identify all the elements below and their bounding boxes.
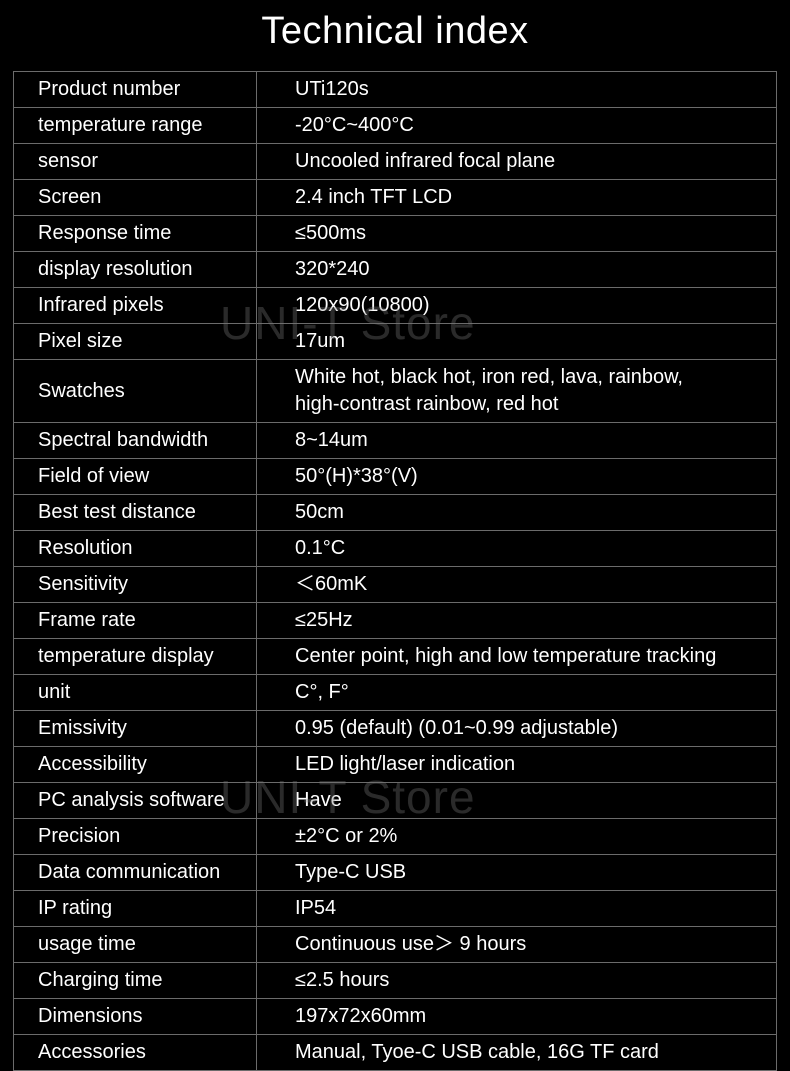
- spec-value: Manual, Tyoe-C USB cable, 16G TF card: [257, 1035, 777, 1071]
- spec-value: Have: [257, 783, 777, 819]
- table-row: temperature displayCenter point, high an…: [14, 639, 777, 675]
- spec-label: temperature display: [14, 639, 257, 675]
- spec-label: Data communication: [14, 855, 257, 891]
- spec-label: Response time: [14, 216, 257, 252]
- spec-label: Spectral bandwidth: [14, 423, 257, 459]
- spec-value: 8~14um: [257, 423, 777, 459]
- table-row: usage timeContinuous use＞ 9 hours: [14, 927, 777, 963]
- table-row: IP ratingIP54: [14, 891, 777, 927]
- spec-value: White hot, black hot, iron red, lava, ra…: [257, 360, 777, 423]
- spec-label: Sensitivity: [14, 567, 257, 603]
- spec-value: LED light/laser indication: [257, 747, 777, 783]
- spec-value: Center point, high and low temperature t…: [257, 639, 777, 675]
- table-row: Pixel size17um: [14, 324, 777, 360]
- spec-value: 320*240: [257, 252, 777, 288]
- spec-label: Frame rate: [14, 603, 257, 639]
- spec-label: Emissivity: [14, 711, 257, 747]
- table-row: Response time≤500ms: [14, 216, 777, 252]
- spec-label: display resolution: [14, 252, 257, 288]
- spec-value: Uncooled infrared focal plane: [257, 144, 777, 180]
- table-row: Spectral bandwidth8~14um: [14, 423, 777, 459]
- spec-value: 0.95 (default) (0.01~0.99 adjustable): [257, 711, 777, 747]
- table-row: Resolution0.1°C: [14, 531, 777, 567]
- spec-value: 197x72x60mm: [257, 999, 777, 1035]
- table-row: Field of view50°(H)*38°(V): [14, 459, 777, 495]
- table-row: Data communicationType-C USB: [14, 855, 777, 891]
- spec-table-body: Product numberUTi120stemperature range-2…: [14, 72, 777, 1071]
- table-row: Sensitivity＜60mK: [14, 567, 777, 603]
- spec-label: PC analysis software: [14, 783, 257, 819]
- table-row: AccessibilityLED light/laser indication: [14, 747, 777, 783]
- spec-value: 50°(H)*38°(V): [257, 459, 777, 495]
- spec-value: 0.1°C: [257, 531, 777, 567]
- spec-label: Product number: [14, 72, 257, 108]
- table-row: Product numberUTi120s: [14, 72, 777, 108]
- spec-label: Infrared pixels: [14, 288, 257, 324]
- table-row: AccessoriesManual, Tyoe-C USB cable, 16G…: [14, 1035, 777, 1071]
- table-row: Precision±2°C or 2%: [14, 819, 777, 855]
- spec-label: Accessibility: [14, 747, 257, 783]
- spec-label: IP rating: [14, 891, 257, 927]
- spec-label: Swatches: [14, 360, 257, 423]
- spec-value: ≤25Hz: [257, 603, 777, 639]
- table-row: Infrared pixels120x90(10800): [14, 288, 777, 324]
- spec-label: temperature range: [14, 108, 257, 144]
- spec-label: Charging time: [14, 963, 257, 999]
- spec-table: Product numberUTi120stemperature range-2…: [13, 71, 777, 1071]
- spec-label: Dimensions: [14, 999, 257, 1035]
- table-row: Best test distance50cm: [14, 495, 777, 531]
- spec-value: -20°C~400°C: [257, 108, 777, 144]
- spec-value: 2.4 inch TFT LCD: [257, 180, 777, 216]
- spec-label: usage time: [14, 927, 257, 963]
- table-row: Screen2.4 inch TFT LCD: [14, 180, 777, 216]
- spec-value: ±2°C or 2%: [257, 819, 777, 855]
- table-row: Charging time≤2.5 hours: [14, 963, 777, 999]
- page-title: Technical index: [0, 0, 790, 71]
- table-row: unitC°, F°: [14, 675, 777, 711]
- table-row: sensorUncooled infrared focal plane: [14, 144, 777, 180]
- table-row: Emissivity0.95 (default) (0.01~0.99 adju…: [14, 711, 777, 747]
- table-row: PC analysis softwareHave: [14, 783, 777, 819]
- spec-value: UTi120s: [257, 72, 777, 108]
- spec-value: 120x90(10800): [257, 288, 777, 324]
- spec-label: Field of view: [14, 459, 257, 495]
- table-row: SwatchesWhite hot, black hot, iron red, …: [14, 360, 777, 423]
- spec-label: Resolution: [14, 531, 257, 567]
- spec-label: Pixel size: [14, 324, 257, 360]
- table-row: Dimensions197x72x60mm: [14, 999, 777, 1035]
- spec-value: ＜60mK: [257, 567, 777, 603]
- spec-value: ≤500ms: [257, 216, 777, 252]
- spec-value: C°, F°: [257, 675, 777, 711]
- spec-label: Best test distance: [14, 495, 257, 531]
- spec-value: ≤2.5 hours: [257, 963, 777, 999]
- spec-value: 17um: [257, 324, 777, 360]
- table-row: display resolution320*240: [14, 252, 777, 288]
- table-row: Frame rate≤25Hz: [14, 603, 777, 639]
- spec-label: Accessories: [14, 1035, 257, 1071]
- spec-label: Precision: [14, 819, 257, 855]
- spec-label: unit: [14, 675, 257, 711]
- spec-label: Screen: [14, 180, 257, 216]
- spec-value: Type-C USB: [257, 855, 777, 891]
- spec-value: IP54: [257, 891, 777, 927]
- spec-value: Continuous use＞ 9 hours: [257, 927, 777, 963]
- spec-value: 50cm: [257, 495, 777, 531]
- table-row: temperature range-20°C~400°C: [14, 108, 777, 144]
- spec-label: sensor: [14, 144, 257, 180]
